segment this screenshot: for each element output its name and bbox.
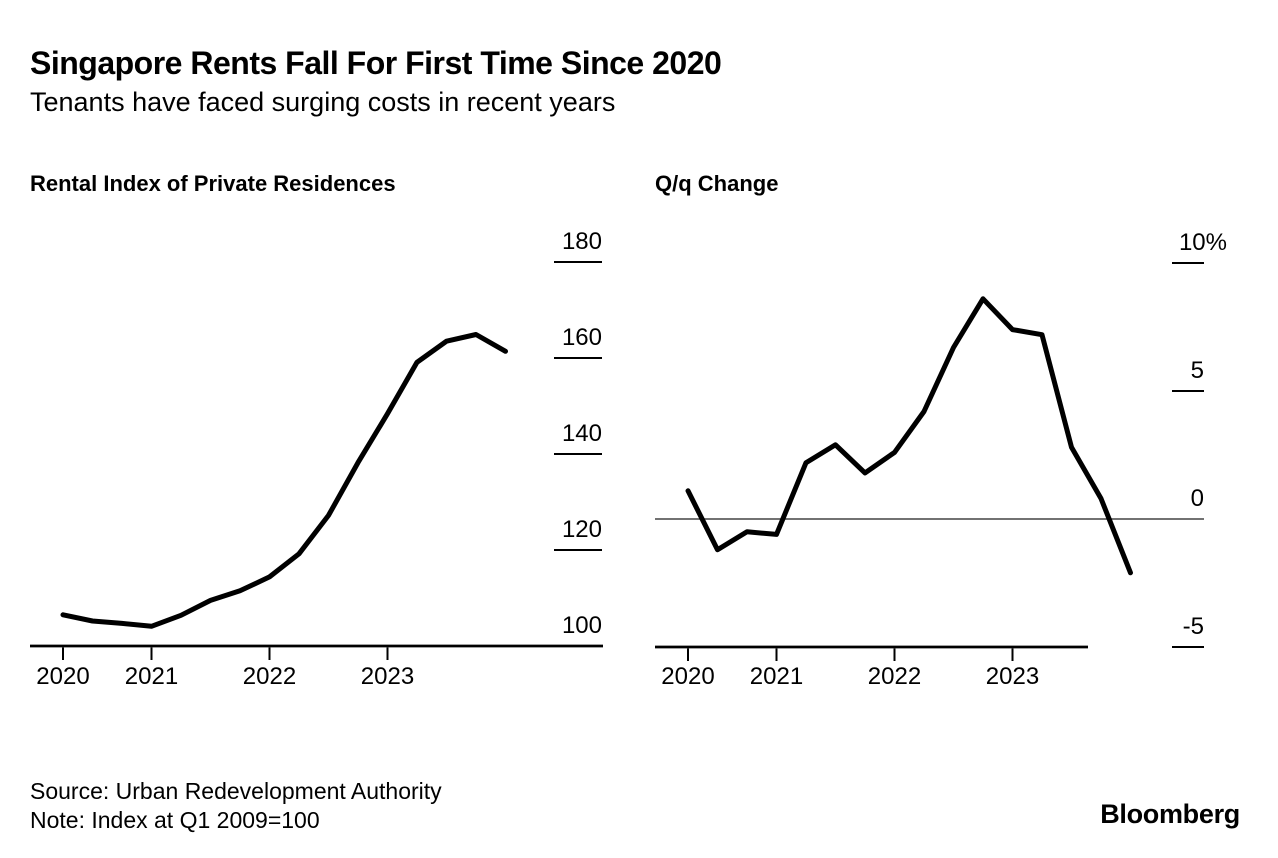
x-axis-label: 2022 <box>243 663 296 690</box>
x-axis-label: 2021 <box>750 663 803 690</box>
x-axis-label: 2022 <box>868 663 921 690</box>
source-note: Source: Urban Redevelopment Authority <box>30 778 442 804</box>
index-note: Note: Index at Q1 2009=100 <box>30 807 320 833</box>
y-axis-label: -5 <box>1183 613 1204 640</box>
y-axis-label: 120 <box>562 516 602 543</box>
right-panel-title: Q/q Change <box>655 171 779 196</box>
left-panel-title: Rental Index of Private Residences <box>30 171 396 196</box>
qq-change-line <box>685 296 1133 576</box>
y-axis-label: 10% <box>1179 229 1227 256</box>
page-subtitle: Tenants have faced surging costs in rece… <box>30 87 616 117</box>
y-axis-label: 100 <box>562 612 602 639</box>
x-axis-label: 2023 <box>986 663 1039 690</box>
y-axis-label: 0 <box>1191 485 1204 512</box>
x-axis-label: 2023 <box>361 663 414 690</box>
x-axis-label: 2021 <box>125 663 178 690</box>
y-axis-label: 5 <box>1191 357 1204 384</box>
y-axis-label: 160 <box>562 324 602 351</box>
x-axis-label: 2020 <box>661 663 714 690</box>
y-axis-label: 140 <box>562 420 602 447</box>
y-axis-label: 180 <box>562 228 602 255</box>
rental-index-line <box>60 332 508 629</box>
page-title: Singapore Rents Fall For First Time Sinc… <box>30 45 722 81</box>
bloomberg-logo: Bloomberg <box>1100 799 1240 829</box>
x-axis-label: 2020 <box>36 663 89 690</box>
